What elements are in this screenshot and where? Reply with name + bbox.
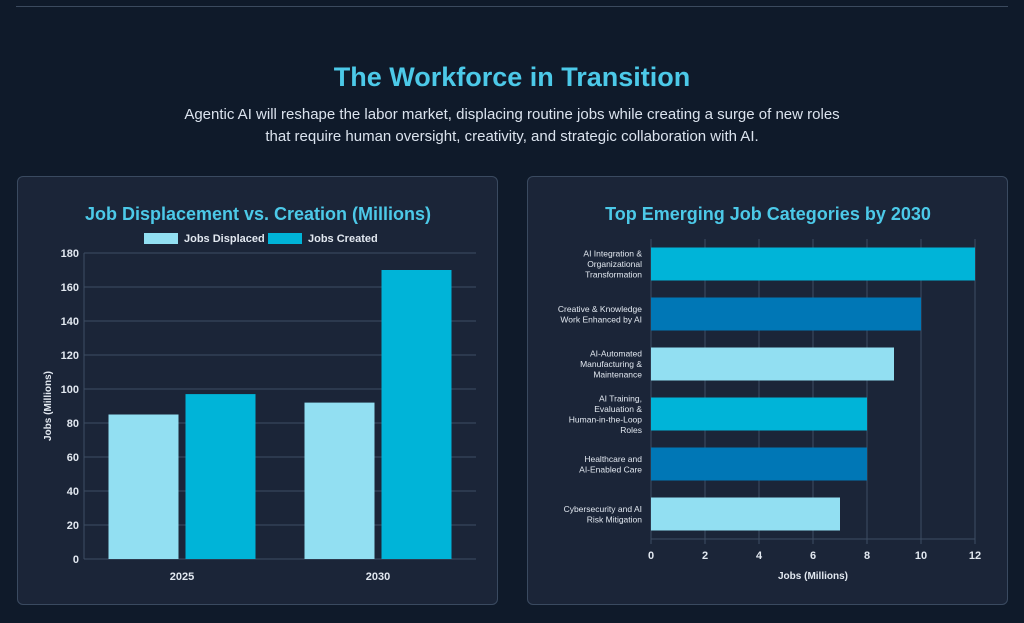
- x-tick-label: 8: [864, 550, 870, 562]
- emerging-job-categories-chart: Top Emerging Job Categories by 2030 0 2 4 6 8…: [558, 204, 981, 582]
- y-tick-label: AI-Automated Manufacturing & Maintenance: [580, 349, 642, 380]
- x-tick-label: 0: [648, 550, 654, 562]
- bar-jobs-created-2030: [381, 270, 452, 559]
- y-tick-label: 80: [67, 418, 79, 430]
- y-tick-label: Healthcare and AI-Enabled Care: [579, 454, 642, 475]
- legend-swatch-0: [144, 233, 178, 244]
- y-tick-label: 0: [73, 554, 79, 566]
- x-tick-label: 2: [702, 550, 708, 562]
- x-axis-label: Jobs (Millions): [778, 571, 848, 582]
- y-tick-label: Cybersecurity and AI Risk Mitigation: [564, 504, 643, 525]
- y-tick-label: 60: [67, 452, 79, 464]
- y-tick-label: 140: [61, 316, 79, 328]
- bar-category-1: [651, 247, 975, 281]
- x-tick-label: 10: [915, 550, 927, 562]
- y-tick-label: 180: [61, 248, 79, 260]
- y-tick-label: AI Integration & Organizational Transforma…: [583, 249, 642, 280]
- bar-category-4: [651, 397, 867, 431]
- x-tick-label: 6: [810, 550, 816, 562]
- bar-category-6: [651, 497, 840, 531]
- y-tick-label: 160: [61, 282, 79, 294]
- chart-title: Top Emerging Job Categories by 2030: [605, 204, 931, 224]
- y-axis-label: Jobs (Millions): [43, 371, 54, 441]
- y-tick-label: AI Training, Evaluation & Human-in-the-Loo…: [569, 393, 643, 435]
- y-tick-label: Creative & Knowledge Work Enhanced by AI: [558, 304, 642, 325]
- y-tick-label: 120: [61, 350, 79, 362]
- chart-title: Job Displacement vs. Creation (Millions): [85, 204, 431, 224]
- y-tick-label: 100: [61, 384, 79, 396]
- y-tick-label: 20: [67, 520, 79, 532]
- bar-category-3: [651, 347, 894, 381]
- x-tick-label: 4: [756, 550, 763, 562]
- page-subtitle: Agentic AI will reshape the labor market…: [150, 104, 874, 148]
- legend-label-1: Jobs Created: [308, 233, 378, 245]
- x-tick-label: 2025: [170, 571, 194, 583]
- legend-label-0: Jobs Displaced: [184, 233, 265, 245]
- bar-category-2: [651, 297, 921, 331]
- bar-jobs-displaced-2030: [304, 402, 375, 559]
- displacement-vs-creation-chart: Job Displacement vs. Creation (Millions)…: [43, 204, 476, 583]
- subtitle-line-2: that require human oversight, creativity…: [265, 128, 759, 145]
- bar-category-5: [651, 447, 867, 481]
- bar-jobs-created-2025: [185, 394, 256, 559]
- emerging-jobs-chart-card: Top Emerging Job Categories by 2030 0 2 4 6 8…: [527, 176, 1008, 605]
- page-title: The Workforce in Transition: [333, 62, 691, 92]
- bar-jobs-displaced-2025: [108, 414, 179, 559]
- legend-swatch-1: [268, 233, 302, 244]
- displacement-chart-card: Job Displacement vs. Creation (Millions)…: [17, 176, 498, 605]
- top-divider: [16, 6, 1008, 7]
- x-tick-label: 12: [969, 550, 981, 562]
- y-tick-label: 40: [67, 486, 79, 498]
- subtitle-line-1: Agentic AI will reshape the labor market…: [184, 106, 840, 123]
- x-tick-label: 2030: [366, 571, 390, 583]
